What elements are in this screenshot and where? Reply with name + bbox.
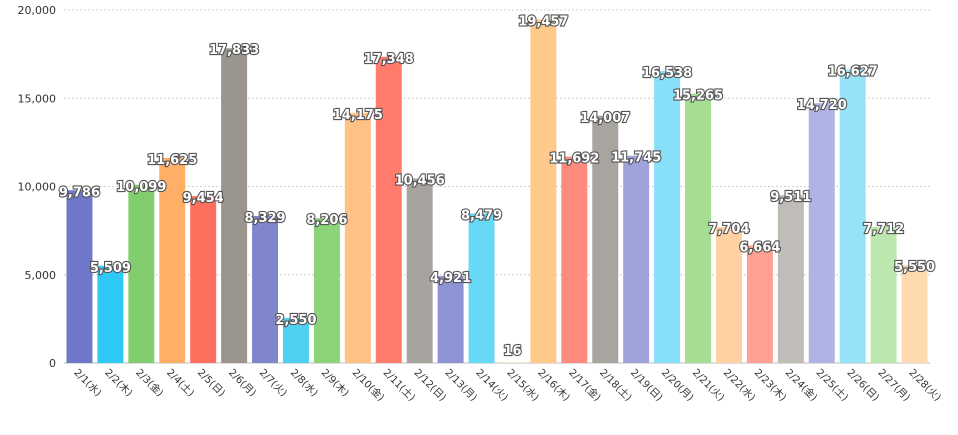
data-label: 6,664 — [739, 240, 780, 255]
data-label: 9,454 — [183, 191, 224, 206]
bar — [808, 103, 835, 363]
bar — [313, 218, 340, 363]
bar — [97, 265, 124, 363]
x-tick-label: 2/7(火) — [257, 367, 290, 400]
data-label: 16,627 — [828, 65, 878, 80]
x-tick-label: 2/24(金) — [783, 366, 821, 404]
bar — [530, 19, 557, 363]
bar — [344, 112, 371, 363]
bar — [839, 69, 866, 363]
data-label: 5,550 — [894, 260, 935, 275]
data-label: 8,479 — [461, 208, 502, 223]
data-label: 5,509 — [90, 261, 131, 276]
y-tick-label: 15,000 — [18, 92, 57, 105]
bar — [468, 213, 495, 363]
bar — [623, 155, 650, 363]
bar — [159, 157, 186, 363]
x-tick-label: 2/1(水) — [71, 367, 104, 400]
x-tick-label: 2/15(水) — [504, 367, 541, 404]
bar — [901, 265, 928, 363]
x-tick-label: 2/6(月) — [226, 367, 259, 400]
data-label: 14,007 — [580, 111, 630, 126]
bars — [66, 19, 928, 363]
y-tick-label: 10,000 — [18, 181, 57, 194]
bar — [221, 48, 248, 363]
data-label: 16 — [503, 344, 521, 359]
x-tick-label: 2/21(火) — [690, 367, 727, 404]
x-tick-label: 2/4(土) — [164, 366, 197, 399]
x-tick-label: 2/17(金) — [566, 366, 604, 404]
bar — [66, 190, 93, 363]
x-tick-label: 2/16(木) — [535, 367, 572, 404]
y-tick-label: 0 — [49, 357, 56, 370]
data-label: 14,175 — [333, 108, 383, 123]
data-label: 8,329 — [244, 211, 285, 226]
data-label: 15,265 — [673, 89, 723, 104]
bar — [375, 56, 402, 363]
x-tick-label: 2/26(日) — [845, 367, 881, 403]
x-tick-label: 2/14(火) — [473, 367, 510, 404]
bar — [654, 71, 681, 363]
bar — [499, 362, 526, 363]
x-tick-label: 2/5(日) — [195, 367, 227, 399]
bar — [282, 317, 309, 363]
data-label: 9,511 — [770, 190, 811, 205]
x-tick-label: 2/20(月) — [659, 367, 696, 404]
bar — [437, 276, 464, 363]
data-label: 11,692 — [549, 152, 599, 167]
bar — [406, 178, 433, 363]
data-label: 11,745 — [611, 151, 661, 166]
data-label: 7,712 — [863, 222, 904, 237]
x-tick-label: 2/3(金) — [133, 366, 166, 399]
x-tick-label: 2/11(土) — [381, 366, 419, 404]
bar — [561, 156, 588, 363]
x-tick-label: 2/2(木) — [102, 367, 135, 400]
x-tick-label: 2/22(水) — [721, 367, 758, 404]
data-label: 9,786 — [59, 185, 100, 200]
bar — [746, 245, 773, 363]
bar — [715, 227, 742, 363]
data-label: 2,550 — [275, 313, 316, 328]
data-label: 17,348 — [364, 52, 414, 67]
x-tick-label: 2/12(日) — [412, 367, 448, 403]
data-label: 11,625 — [147, 153, 197, 168]
data-label: 8,206 — [306, 213, 347, 228]
bar — [592, 115, 619, 363]
data-label: 4,921 — [430, 271, 471, 286]
x-tick-label: 2/10(金) — [350, 366, 388, 404]
x-tick-label: 2/9(木) — [319, 367, 352, 400]
bar — [870, 226, 897, 363]
data-label: 10,099 — [116, 180, 166, 195]
y-axis: 0 5,000 10,000 15,000 20,000 — [18, 4, 57, 370]
bar — [190, 196, 217, 363]
x-tick-label: 2/25(土) — [814, 366, 852, 404]
data-labels: 9,786 5,509 10,099 11,625 9,454 17,833 8,329 2,… — [58, 13, 936, 360]
x-tick-label: 2/8(水) — [288, 367, 321, 400]
x-axis: 2/1(水) 2/2(木) 2/3(金) 2/4(土) 2/5(日) 2/6(月) 2/7(… — [71, 366, 943, 404]
data-label: 7,704 — [708, 222, 749, 237]
data-label: 17,833 — [209, 43, 259, 58]
x-tick-label: 2/13(月) — [442, 367, 479, 404]
data-label: 10,456 — [395, 173, 445, 188]
x-tick-label: 2/23(木) — [752, 367, 789, 404]
x-tick-label: 2/28(火) — [906, 367, 943, 404]
bar — [128, 184, 155, 363]
y-tick-label: 5,000 — [25, 269, 57, 282]
x-tick-label: 2/18(土) — [597, 366, 635, 404]
x-tick-label: 2/27(月) — [875, 367, 912, 404]
data-label: 19,457 — [518, 15, 568, 30]
data-label: 16,538 — [642, 66, 692, 81]
bar — [685, 93, 712, 363]
data-label: 14,720 — [797, 98, 847, 113]
bar — [777, 195, 804, 363]
x-tick-label: 2/19(日) — [628, 367, 664, 403]
bar — [252, 215, 279, 363]
y-tick-label: 20,000 — [18, 4, 57, 17]
